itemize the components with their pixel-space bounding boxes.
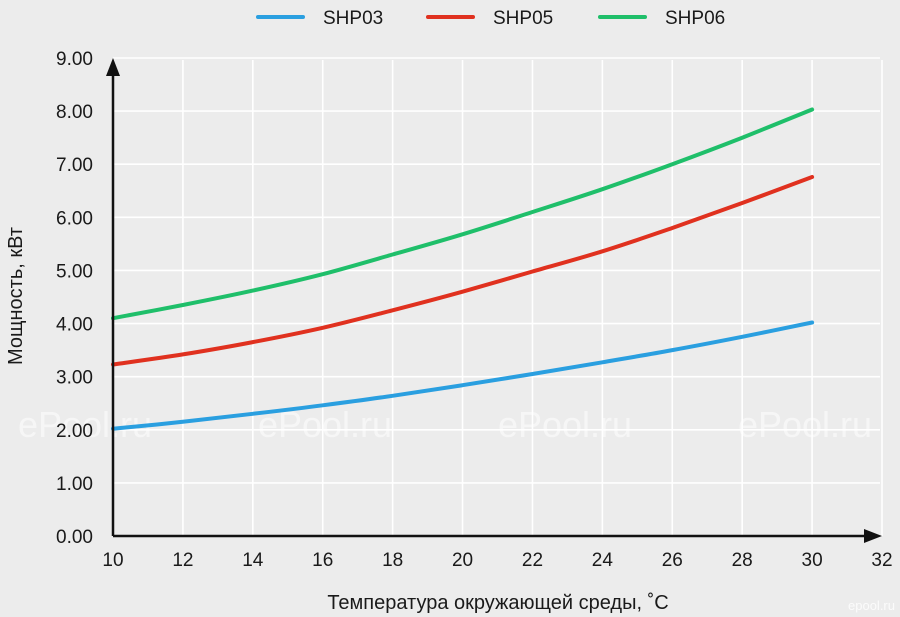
x-tick-label: 30 [802,550,823,571]
x-tick-label: 26 [662,550,683,571]
x-tick-label: 10 [102,550,123,571]
axes [106,58,882,543]
watermark-corner: epool.ru [848,598,895,613]
x-tick-label: 20 [452,550,473,571]
y-tick-label: 5.00 [56,261,93,282]
x-tick-label: 14 [242,550,264,571]
legend-label: SHP05 [493,8,553,29]
y-tick-label: 9.00 [56,49,93,70]
grid [113,57,883,536]
y-axis-title: Мощность, кВт [5,227,27,365]
x-tick-label: 22 [522,550,543,571]
x-tick-label: 12 [172,550,193,571]
x-tick-label: 18 [382,550,403,571]
x-tick-labels: 10 12 14 16 18 20 22 24 26 28 30 32 [102,550,892,571]
series-line-shp03 [111,320,815,431]
y-tick-label: 7.00 [56,155,93,176]
series-line-shp05 [111,175,815,367]
y-tick-label: 4.00 [56,315,93,336]
y-axis-arrow-icon [106,58,120,76]
x-tick-label: 24 [592,550,614,571]
legend-label: SHP06 [665,8,725,29]
series-lines [111,107,815,431]
x-tick-label: 28 [732,550,753,571]
watermark: ePool.ru [498,404,632,445]
watermark: ePool.ru [18,404,152,445]
y-tick-label: 8.00 [56,102,93,123]
x-axis-title: Температура окружающей среды, ˚С [327,592,668,614]
x-axis-arrow-icon [864,529,882,543]
watermark: ePool.ru [738,404,872,445]
y-tick-label: 3.00 [56,368,93,389]
series-line-shp06 [111,107,815,321]
y-tick-label: 6.00 [56,208,93,229]
y-tick-labels: 0.00 1.00 2.00 3.00 4.00 5.00 6.00 7.00 8.00 9.00 [56,49,93,548]
x-tick-label: 32 [871,550,892,571]
y-tick-label: 0.00 [56,527,93,548]
legend-label: SHP03 [323,8,383,29]
x-tick-label: 16 [312,550,333,571]
y-tick-label: 2.00 [56,421,93,442]
legend: SHP03 SHP05 SHP06 [256,8,725,29]
y-tick-label: 1.00 [56,474,93,495]
